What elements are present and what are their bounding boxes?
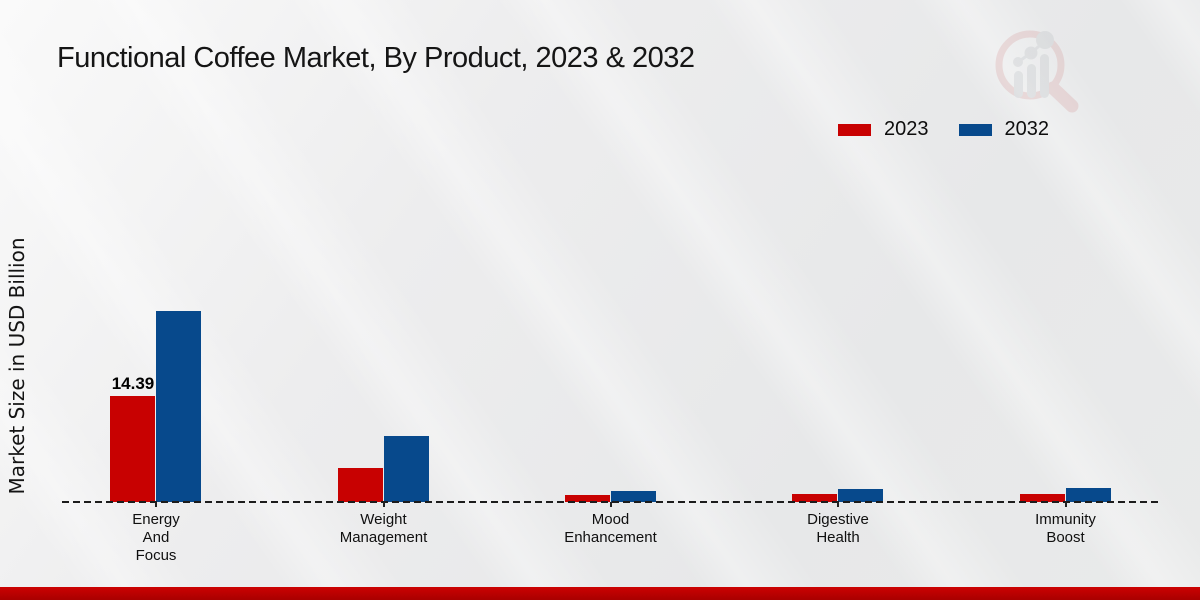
bar-2023-energy-and-focus: [110, 396, 155, 502]
x-axis-tick-immunity-boost: [1064, 502, 1067, 507]
bar-2023-mood-enhancement: [564, 495, 610, 502]
x-axis-tick-weight-management: [382, 502, 385, 507]
bar-2032-energy-and-focus: [156, 311, 201, 502]
x-axis-tick-energy-and-focus: [155, 502, 157, 507]
legend-item-2032: 2032: [958, 118, 1050, 141]
category-label-weight-management: Weight Management: [339, 511, 428, 546]
bottom-accent-bar: [0, 587, 1200, 600]
legend-swatch-2032: [958, 123, 992, 136]
category-label-immunity-boost: Immunity Boost: [1035, 511, 1096, 546]
category-label-energy-and-focus: Energy And Focus: [132, 511, 180, 564]
bar-2032-immunity-boost: [1065, 488, 1111, 502]
x-axis-tick-mood-enhancement: [609, 502, 612, 507]
legend-label-2032: 2032: [1004, 118, 1050, 140]
legend: 2023 2032: [838, 118, 1049, 141]
bar-2032-weight-management: [383, 436, 429, 502]
bar-value-label: 14.39: [111, 373, 155, 393]
bar-2032-digestive-health: [838, 489, 883, 502]
legend-item-2023: 2023: [838, 118, 929, 141]
magnifier-growth-chart-logo-icon: [995, 30, 1079, 113]
category-label-mood-enhancement: Mood Enhancement: [564, 511, 657, 546]
bar-2023-weight-management: [337, 468, 383, 502]
x-axis-tick-digestive-health: [837, 502, 839, 507]
legend-label-2023: 2023: [884, 118, 929, 140]
bar-2023-immunity-boost: [1019, 494, 1065, 502]
category-label-digestive-health: Digestive Health: [807, 511, 869, 546]
bar-2023-digestive-health: [792, 494, 837, 502]
legend-swatch-2023: [838, 123, 871, 136]
chart-title: Functional Coffee Market, By Product, 20…: [57, 42, 695, 74]
bar-2032-mood-enhancement: [610, 491, 656, 502]
